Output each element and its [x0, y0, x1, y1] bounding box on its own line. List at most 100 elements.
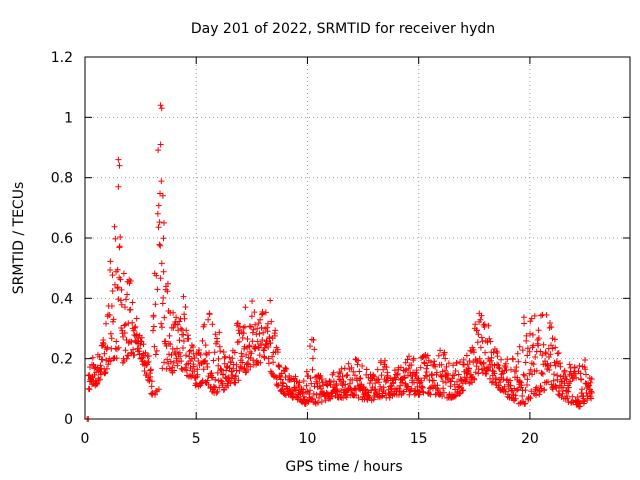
data-point — [451, 372, 458, 379]
data-point — [572, 370, 579, 377]
data-point — [424, 373, 431, 380]
data-point — [380, 384, 387, 391]
data-point — [311, 383, 318, 390]
data-point — [202, 357, 209, 364]
data-point — [160, 268, 167, 275]
data-point — [416, 391, 423, 398]
data-point — [238, 350, 245, 357]
data-point — [97, 362, 104, 369]
data-point — [378, 372, 385, 379]
data-point — [463, 352, 470, 359]
data-point — [180, 345, 186, 351]
data-point — [301, 393, 307, 400]
data-point — [488, 354, 495, 361]
data-point — [147, 366, 154, 373]
data-point — [348, 364, 355, 371]
data-point — [524, 376, 531, 383]
data-point — [443, 363, 450, 370]
data-point — [370, 396, 377, 403]
data-point — [554, 376, 561, 383]
data-point — [185, 335, 192, 342]
data-point — [507, 382, 514, 389]
data-point — [535, 335, 542, 342]
data-point — [240, 330, 247, 337]
data-point — [108, 335, 115, 342]
data-point — [239, 353, 246, 360]
data-point — [553, 385, 560, 391]
data-point — [437, 347, 444, 354]
data-point — [103, 365, 110, 372]
data-point — [563, 376, 570, 383]
data-point — [130, 327, 137, 334]
data-point — [286, 385, 293, 392]
grid-layer — [85, 57, 630, 419]
data-point — [258, 324, 265, 331]
data-point — [214, 338, 221, 345]
data-point — [148, 383, 155, 390]
data-point — [547, 351, 554, 358]
data-point — [474, 327, 480, 334]
data-point — [170, 324, 177, 331]
data-point — [113, 338, 120, 345]
data-point — [535, 327, 542, 334]
data-point — [204, 377, 211, 384]
data-point — [164, 356, 171, 363]
data-point — [170, 309, 177, 316]
x-tick-label: 20 — [521, 431, 539, 447]
data-point — [309, 395, 316, 402]
data-point — [246, 323, 253, 330]
data-point — [215, 355, 222, 362]
data-point — [464, 361, 471, 368]
data-point — [111, 223, 118, 230]
data-point — [537, 348, 544, 355]
data-point — [239, 359, 246, 366]
data-point — [210, 357, 217, 364]
data-point — [303, 382, 310, 389]
data-point — [445, 360, 452, 367]
data-point — [432, 363, 439, 370]
data-point — [169, 364, 176, 371]
data-point — [577, 370, 584, 377]
data-point — [363, 366, 370, 373]
y-tick-label: 0.4 — [51, 291, 73, 307]
data-point — [158, 105, 165, 112]
data-point — [243, 351, 250, 358]
data-point — [220, 349, 227, 355]
data-point — [154, 210, 161, 217]
data-point — [519, 347, 526, 354]
data-point — [113, 355, 120, 362]
data-point — [318, 376, 325, 382]
data-point — [342, 381, 349, 388]
axis-ticks: 0 0.2 0.4 0.6 0.8 1 1.2 0 5 10 15 20 — [51, 50, 630, 447]
data-point — [514, 350, 521, 357]
data-point — [381, 357, 388, 364]
data-point — [314, 399, 321, 406]
data-point — [223, 364, 230, 371]
data-point — [180, 331, 187, 338]
data-point — [522, 400, 529, 407]
data-point — [548, 324, 555, 330]
data-point — [247, 348, 253, 355]
data-point — [476, 355, 483, 362]
data-point — [418, 377, 425, 384]
data-point — [426, 390, 432, 397]
data-point — [524, 345, 531, 352]
data-point — [160, 294, 167, 301]
data-point — [526, 348, 533, 355]
data-point — [404, 356, 411, 363]
data-point — [259, 310, 266, 317]
data-point — [117, 276, 124, 283]
data-point — [383, 364, 390, 371]
data-point — [191, 368, 198, 375]
data-point — [202, 342, 209, 349]
data-point — [160, 235, 167, 242]
data-point — [268, 318, 275, 325]
data-point — [144, 359, 151, 366]
data-point — [109, 288, 116, 294]
x-tick-label: 10 — [299, 431, 317, 447]
data-point — [352, 372, 358, 379]
data-point — [248, 313, 255, 320]
data-point — [131, 324, 138, 331]
data-point — [341, 365, 348, 372]
data-point — [522, 359, 529, 366]
